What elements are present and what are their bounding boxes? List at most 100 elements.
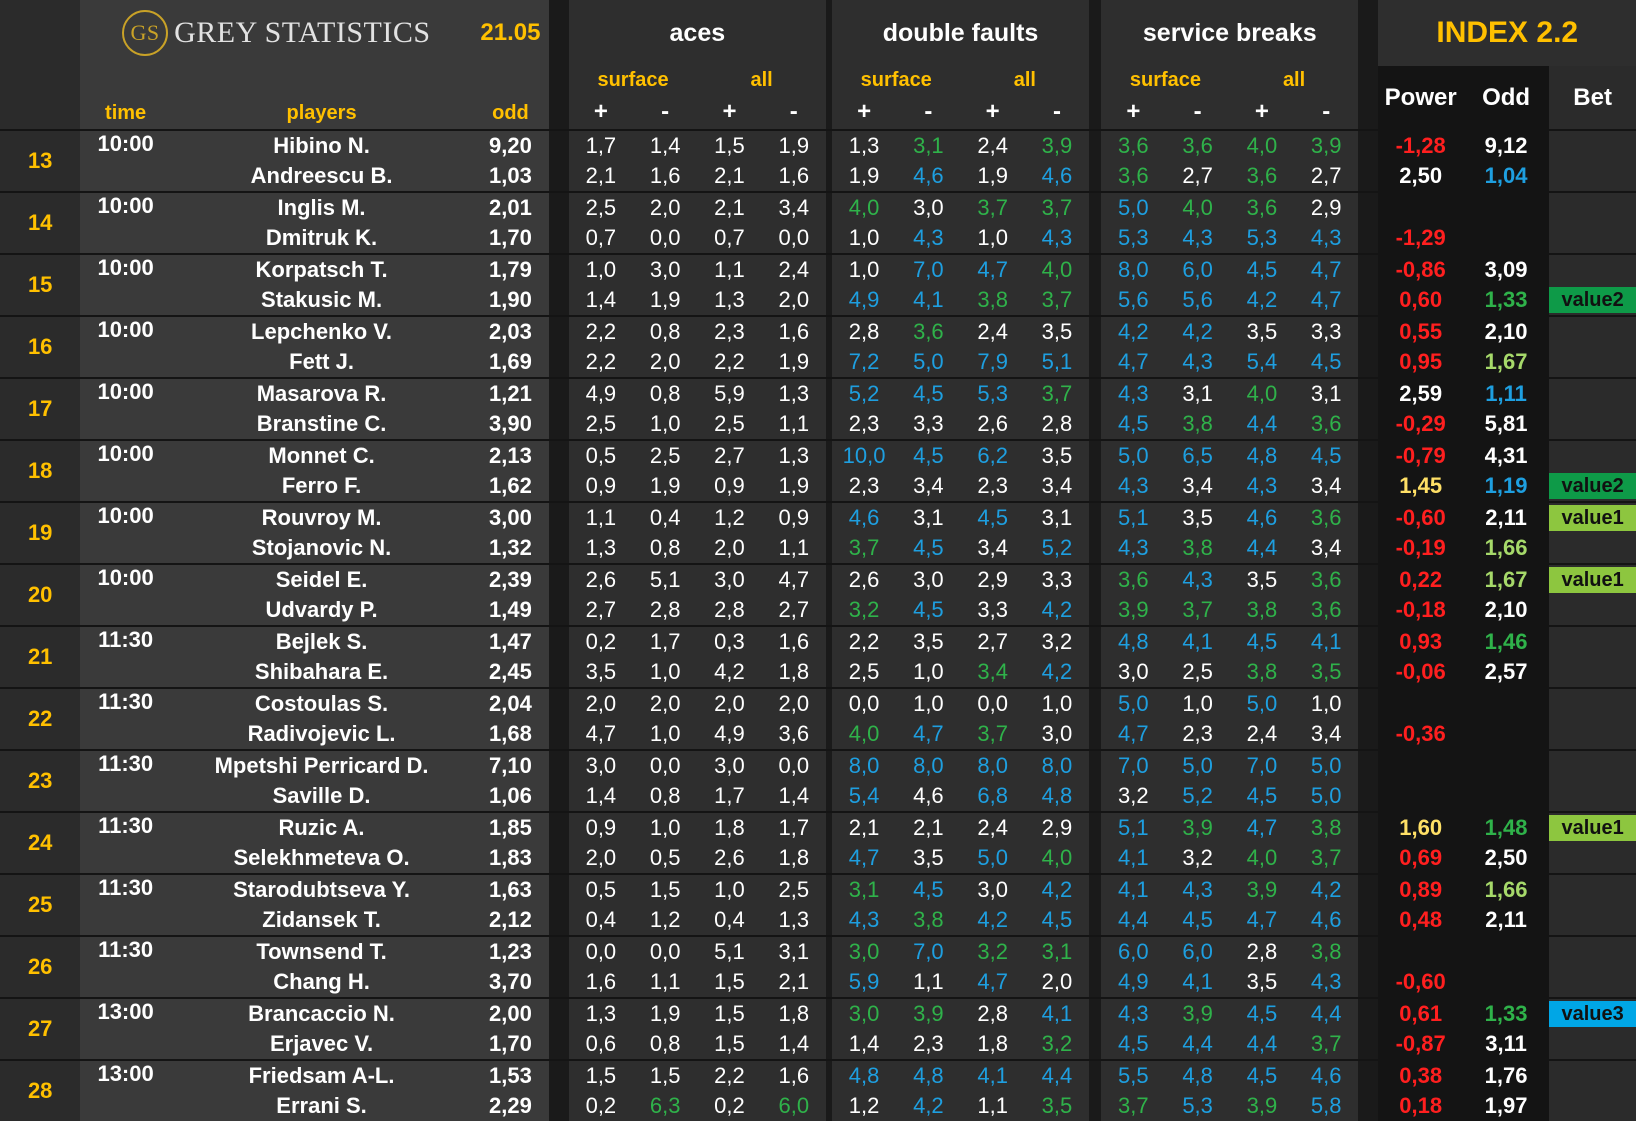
power-value: -0,87 [1378, 1029, 1463, 1060]
stat-cell: 1,6 [633, 161, 698, 192]
stat-cell: 4,0 [1024, 843, 1090, 874]
stat-cell: 2,6 [960, 409, 1025, 440]
index-odd: 1,46 [1462, 625, 1550, 657]
power-value: -1,28 [1378, 129, 1463, 161]
stat-cell: 3,9 [1024, 129, 1090, 161]
stat-cell: 5,1 [1101, 811, 1166, 843]
stat-cell: 5,2 [1165, 781, 1230, 812]
stat-cell: 4,4 [1165, 1029, 1230, 1060]
match-number: 14 [0, 191, 81, 254]
stat-cell: 8,0 [896, 749, 961, 781]
stat-cell: 2,5 [697, 409, 762, 440]
stat-cell: 4,3 [1165, 223, 1230, 254]
stat-cell: 3,2 [1165, 843, 1230, 874]
stat-cell: 1,5 [697, 967, 762, 998]
bet-badge: value2 [1549, 287, 1636, 313]
power-value: 1,60 [1378, 811, 1463, 843]
stat-cell: 3,6 [896, 315, 961, 347]
stat-cell: 1,4 [633, 129, 698, 161]
index-odd [1462, 719, 1550, 750]
brand-name: GREY STATISTICS [174, 16, 431, 49]
stat-cell: 1,6 [568, 967, 634, 998]
stat-cell: 5,0 [1229, 687, 1295, 719]
stat-cell: 4,0 [1229, 843, 1295, 874]
stat-cell: 1,0 [697, 873, 762, 905]
stat-cell: 1,8 [761, 657, 826, 688]
stat-cell: 4,2 [1024, 657, 1090, 688]
stat-cell: 5,4 [1229, 347, 1295, 378]
index-odd [1462, 781, 1550, 812]
stat-cell: 4,5 [896, 439, 961, 471]
stat-cell: 8,0 [1024, 749, 1090, 781]
stat-cell: 3,3 [960, 595, 1025, 626]
stat-cell: 1,8 [960, 1029, 1025, 1060]
group-service-breaks: service breaks [1101, 0, 1359, 66]
match-row-top: 21 11:30 Bejlek S. 1,47 0,2 1,7 0,3 1,6 2,2 3,5 2,… [0, 625, 1636, 688]
stat-cell: 2,3 [697, 315, 762, 347]
stat-cell: 3,6 [761, 719, 826, 750]
stat-cell: 1,3 [831, 129, 897, 161]
stat-cell: 1,0 [896, 687, 961, 719]
stat-cell: 4,5 [1229, 1059, 1295, 1091]
stat-cell: 3,7 [831, 533, 897, 564]
power-value: 0,18 [1378, 1091, 1463, 1121]
stat-cell: 0,4 [697, 905, 762, 936]
stat-cell: 2,6 [568, 563, 634, 595]
plus-label: + [697, 94, 762, 130]
stat-cell: 1,0 [831, 223, 897, 254]
player-name: Selekhmeteva O. [170, 843, 473, 874]
stat-cell: 1,2 [831, 1091, 897, 1121]
index-odd: 2,10 [1462, 315, 1550, 347]
stat-cell: 1,1 [568, 501, 634, 533]
player-odd: 3,90 [472, 409, 549, 440]
match-number: 24 [0, 811, 81, 874]
stat-cell: 1,0 [960, 223, 1025, 254]
stat-cell: 6,0 [1165, 935, 1230, 967]
stat-cell: 1,5 [633, 873, 698, 905]
stat-cell: 3,6 [1101, 563, 1166, 595]
stat-cell: 1,9 [761, 129, 826, 161]
player-odd: 1,49 [472, 595, 549, 626]
stat-cell: 8,0 [831, 749, 897, 781]
stat-cell: 2,9 [1024, 811, 1090, 843]
power-value: 2,59 [1378, 377, 1463, 409]
stat-cell: 1,0 [1165, 687, 1230, 719]
player-name: Ferro F. [170, 471, 473, 502]
match-number: 21 [0, 625, 81, 688]
power-value: -0,19 [1378, 533, 1463, 564]
index-odd: 9,12 [1462, 129, 1550, 161]
stat-cell: 3,4 [1024, 471, 1090, 502]
stat-cell: 3,8 [1165, 409, 1230, 440]
stat-cell: 1,8 [761, 843, 826, 874]
stat-cell: 1,9 [633, 285, 698, 316]
stat-cell: 3,7 [1024, 191, 1090, 223]
stat-cell: 5,5 [1101, 1059, 1166, 1091]
stat-cell: 3,6 [1294, 501, 1359, 533]
stat-cell: 4,6 [896, 161, 961, 192]
stat-cell: 1,4 [761, 781, 826, 812]
player-odd: 2,13 [472, 439, 549, 471]
stat-cell: 5,0 [1101, 191, 1166, 223]
stat-cell: 3,4 [960, 533, 1025, 564]
minus-label: - [761, 94, 826, 130]
stat-cell: 6,3 [633, 1091, 698, 1121]
bet-cell: value1 [1549, 501, 1636, 533]
stat-cell: 3,7 [960, 719, 1025, 750]
power-value [1378, 687, 1463, 719]
stat-cell: 2,0 [633, 347, 698, 378]
sb-all-label: all [1229, 66, 1359, 94]
stat-cell: 4,2 [960, 905, 1025, 936]
match-row-bottom: Saville D. 1,06 1,4 0,8 1,7 1,4 5,4 4,6 6,8 4,8 3,… [0, 781, 1636, 812]
stat-cell: 6,8 [960, 781, 1025, 812]
stat-cell: 3,8 [896, 905, 961, 936]
minus-label: - [1294, 94, 1359, 130]
stat-cell: 0,5 [568, 873, 634, 905]
match-row-top: 16 10:00 Lepchenko V. 2,03 2,2 0,8 2,3 1,6 2,8 3,… [0, 315, 1636, 378]
stat-cell: 4,9 [1101, 967, 1166, 998]
stat-cell: 7,0 [896, 253, 961, 285]
stat-cell: 4,5 [1229, 781, 1295, 812]
match-row-bottom: Ferro F. 1,62 0,9 1,9 0,9 1,9 2,3 3,4 2,3 3,4 4,3 3… [0, 471, 1636, 502]
stat-cell: 3,3 [896, 409, 961, 440]
stat-cell: 1,0 [633, 409, 698, 440]
index-odd: 1,04 [1462, 161, 1550, 192]
